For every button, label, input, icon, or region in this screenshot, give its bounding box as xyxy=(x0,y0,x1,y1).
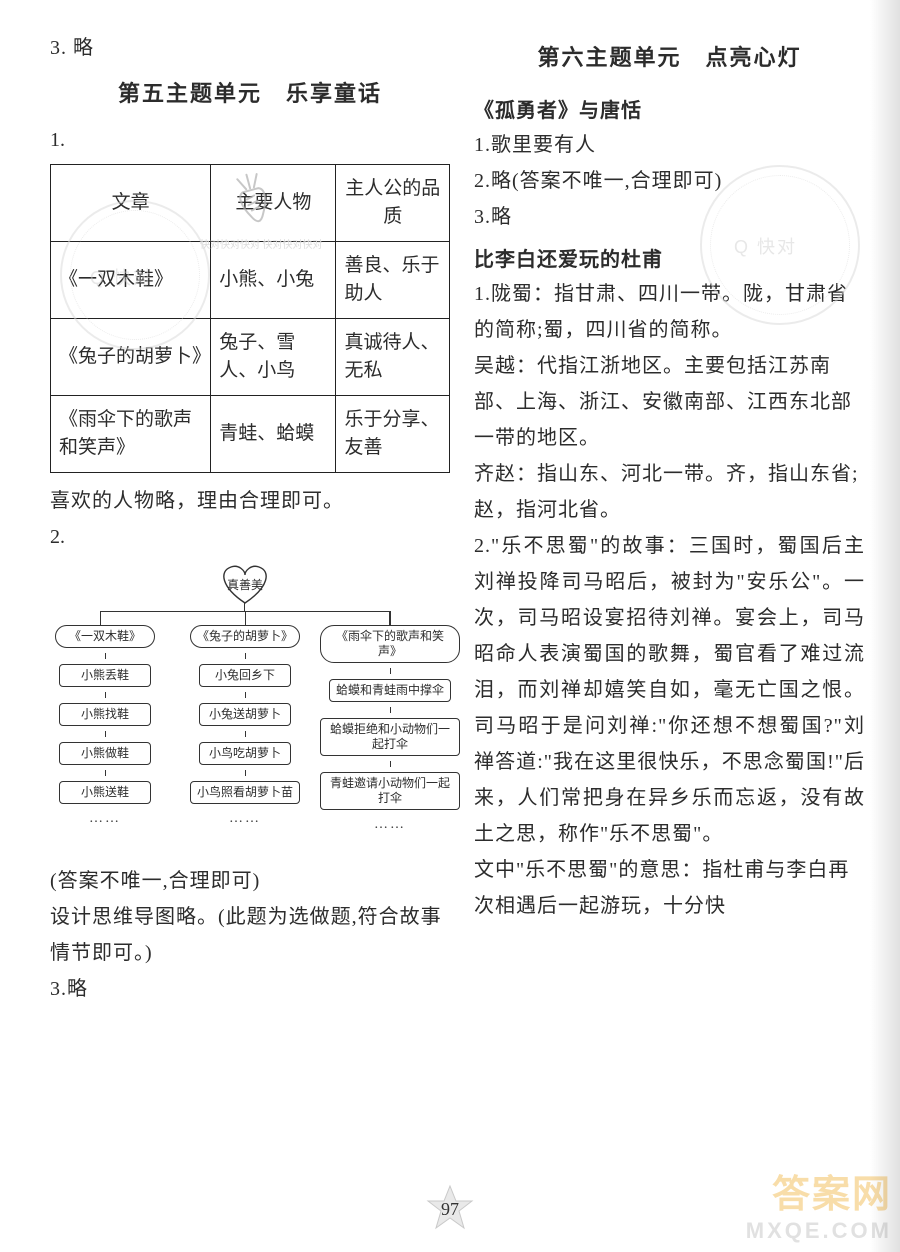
table-row: 《兔子的胡萝卜》 兔子、雪人、小鸟 真诚待人、无私 xyxy=(51,319,450,396)
ellipsis: …… xyxy=(229,811,261,827)
page-number: 97 xyxy=(441,1197,459,1220)
node: 蛤蟆拒绝和小动物们一起打伞 xyxy=(320,718,460,756)
story1-title: 《孤勇者》与唐恬 xyxy=(474,94,865,123)
page-content: 3. 略 第五主题单元 乐享童话 1. 文章 主要人物 主人公的品质 《一双木鞋… xyxy=(0,0,900,1252)
q2-label: 2. xyxy=(50,519,450,555)
s1-q3: 3.略 xyxy=(474,199,865,235)
page-number-star: 97 xyxy=(426,1184,474,1232)
ellipsis: …… xyxy=(374,817,406,833)
node: 青蛙邀请小动物们一起打伞 xyxy=(320,772,460,810)
unit5-heading: 第五主题单元 乐享童话 xyxy=(50,76,450,108)
s1-q1: 1.歌里要有人 xyxy=(474,127,865,163)
cell: 乐于分享、友善 xyxy=(336,396,450,473)
branch2-title: 《兔子的胡萝卜》 xyxy=(190,625,300,648)
cell: 《雨伞下的歌声和笑声》 xyxy=(51,396,211,473)
node: 小熊做鞋 xyxy=(59,742,151,765)
node: 小熊送鞋 xyxy=(59,781,151,804)
q3-top: 3. 略 xyxy=(50,30,450,66)
s2-q1c: 齐赵：指山东、河北一带。齐，指山东省;赵，指河北省。 xyxy=(474,456,865,528)
node: 小鸟吃胡萝卜 xyxy=(199,742,291,765)
branch-1: 《一双木鞋》 小熊丢鞋 小熊找鞋 小熊做鞋 小熊送鞋 …… xyxy=(50,625,160,827)
table-row: 《一双木鞋》 小熊、小兔 善良、乐于助人 xyxy=(51,242,450,319)
s1-q2: 2.略(答案不唯一,合理即可) xyxy=(474,163,865,199)
cell: 善良、乐于助人 xyxy=(336,242,450,319)
branch-2: 《兔子的胡萝卜》 小兔回乡下 小兔送胡萝卜 小鸟吃胡萝卜 小鸟照看胡萝卜苗 …… xyxy=(180,625,310,827)
ellipsis: …… xyxy=(89,811,121,827)
cell: 小熊、小兔 xyxy=(211,242,336,319)
right-column: 第六主题单元 点亮心灯 《孤勇者》与唐恬 1.歌里要有人 2.略(答案不唯一,合… xyxy=(474,30,865,1192)
tiny-watermark: 快对快对快对 快对快对快对 xyxy=(200,240,323,251)
branch-3: 《雨伞下的歌声和笑声》 蛤蟆和青蛙雨中撑伞 蛤蟆拒绝和小动物们一起打伞 青蛙邀请… xyxy=(320,625,460,833)
root-label: 真善美 xyxy=(215,561,275,605)
after-map-note1: (答案不唯一,合理即可) xyxy=(50,863,450,899)
node: 蛤蟆和青蛙雨中撑伞 xyxy=(329,679,451,702)
table-row: 《雨伞下的歌声和笑声》 青蛙、蛤蟆 乐于分享、友善 xyxy=(51,396,450,473)
cell: 兔子、雪人、小鸟 xyxy=(211,319,336,396)
after-table-note: 喜欢的人物略，理由合理即可。 xyxy=(50,483,450,519)
cell: 真诚待人、无私 xyxy=(336,319,450,396)
q1-label: 1. xyxy=(50,122,450,158)
cell: 《一双木鞋》 xyxy=(51,242,211,319)
branch3-title: 《雨伞下的歌声和笑声》 xyxy=(320,625,460,663)
cell: 《兔子的胡萝卜》 xyxy=(51,319,211,396)
mindmap: 真善美 《一双木鞋》 小熊丢鞋 小熊找鞋 小熊做鞋 小熊送鞋 …… xyxy=(50,561,440,861)
mindmap-root: 真善美 xyxy=(215,561,275,605)
s2-q2-tail: 文中"乐不思蜀"的意思：指杜甫与李白再次相遇后一起游玩，十分快 xyxy=(474,852,865,924)
th-quality: 主人公的品质 xyxy=(336,165,450,242)
th-article: 文章 xyxy=(51,165,211,242)
cell: 青蛙、蛤蟆 xyxy=(211,396,336,473)
s2-q1b: 吴越：代指江浙地区。主要包括江苏南部、上海、浙江、安徽南部、江西东北部一带的地区… xyxy=(474,348,865,456)
s2-q2: 2."乐不思蜀"的故事：三国时，蜀国后主刘禅投降司马昭后，被封为"安乐公"。一次… xyxy=(474,528,865,852)
branch1-title: 《一双木鞋》 xyxy=(55,625,155,648)
node: 小兔回乡下 xyxy=(199,664,291,687)
node: 小熊找鞋 xyxy=(59,703,151,726)
node: 小熊丢鞋 xyxy=(59,664,151,687)
node: 小兔送胡萝卜 xyxy=(199,703,291,726)
unit6-heading: 第六主题单元 点亮心灯 xyxy=(474,40,865,72)
q3-bottom: 3.略 xyxy=(50,971,450,1007)
s2-q1a: 1.陇蜀：指甘肃、四川一带。陇，甘肃省的简称;蜀，四川省的简称。 xyxy=(474,276,865,348)
node: 小鸟照看胡萝卜苗 xyxy=(190,781,300,804)
story2-title: 比李白还爱玩的杜甫 xyxy=(474,243,865,272)
after-map-note2: 设计思维导图略。(此题为选做题,符合故事情节即可。) xyxy=(50,899,450,971)
